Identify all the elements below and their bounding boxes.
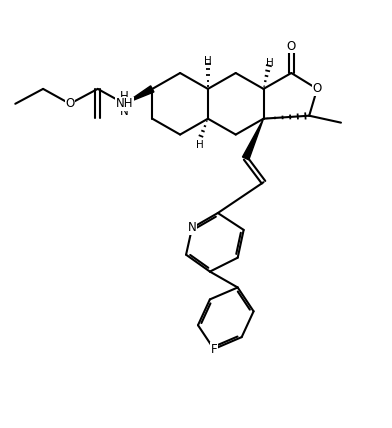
- Text: H: H: [196, 140, 204, 151]
- Text: H
N: H N: [120, 90, 129, 118]
- Polygon shape: [125, 86, 154, 104]
- Text: H: H: [266, 58, 273, 68]
- Text: O: O: [312, 83, 322, 95]
- Text: NH: NH: [116, 97, 133, 110]
- Text: F: F: [211, 342, 217, 356]
- Polygon shape: [243, 119, 263, 160]
- Text: O: O: [287, 40, 296, 53]
- Text: O: O: [65, 97, 74, 110]
- Text: N: N: [188, 221, 196, 235]
- Text: H: H: [204, 56, 212, 66]
